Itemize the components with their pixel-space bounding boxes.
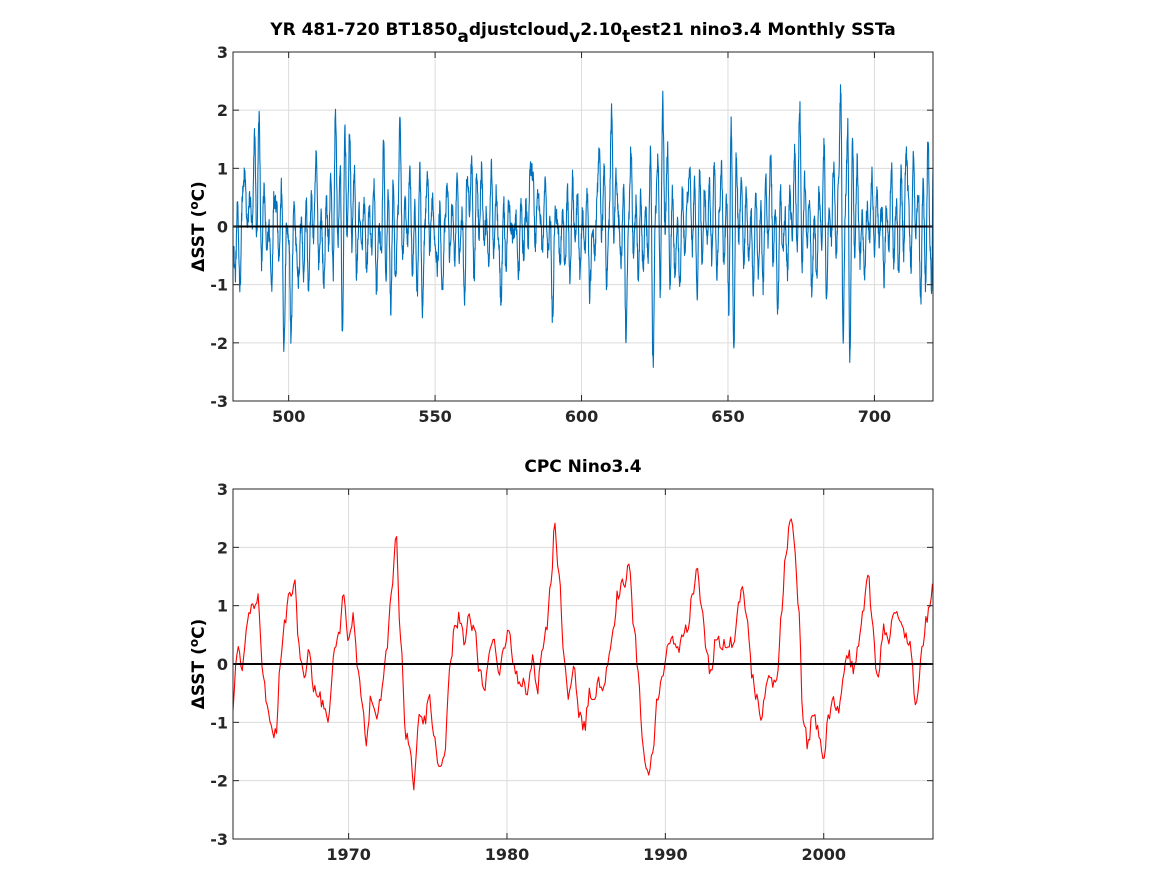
y-tick-label: 1 — [217, 597, 228, 616]
y-tick-label: -3 — [210, 830, 228, 849]
y-tick-label: 2 — [217, 101, 228, 120]
y-tick-label: -1 — [210, 276, 228, 295]
x-tick-label: 600 — [565, 407, 598, 426]
x-tick-label: 500 — [272, 407, 305, 426]
y-tick-label: 3 — [217, 43, 228, 62]
chart-bottom-cpc-nino34: 1970 1980 1990 2000 -3 -2 -1 0 1 2 3 ΔSST (oC) CPC N… — [187, 457, 934, 864]
x-tick-label: 550 — [418, 407, 451, 426]
x-tick-label: 1990 — [643, 845, 688, 864]
x-tick-label: 700 — [858, 407, 891, 426]
y-tick-label: -1 — [210, 713, 228, 732]
x-tick-label: 1980 — [485, 845, 530, 864]
chart-top-model-nino34: 500 550 600 650 700 -3 -2 -1 0 1 2 3 ΔSST (oC) YR 481… — [187, 20, 934, 426]
y-tick-label: -3 — [210, 392, 228, 411]
y-tick-label: 0 — [217, 218, 228, 237]
x-tick-label: 2000 — [801, 845, 846, 864]
chart-title: YR 481-720 BT1850adjustcloudv2.10test21 … — [269, 20, 895, 47]
y-tick-label: 3 — [217, 480, 228, 499]
y-tick-label: 1 — [217, 159, 228, 178]
y-tick-label: 0 — [217, 655, 228, 674]
chart-title: CPC Nino3.4 — [524, 457, 641, 477]
series-line — [232, 84, 934, 368]
y-axis-label: ΔSST (oC) — [187, 619, 209, 710]
y-tick-label: -2 — [210, 334, 228, 353]
series-line — [232, 518, 934, 791]
x-tick-label: 650 — [711, 407, 744, 426]
y-axis-label: ΔSST (oC) — [187, 181, 209, 272]
y-tick-label: -2 — [210, 772, 228, 791]
x-tick-label: 1970 — [326, 845, 371, 864]
y-tick-label: 2 — [217, 538, 228, 557]
